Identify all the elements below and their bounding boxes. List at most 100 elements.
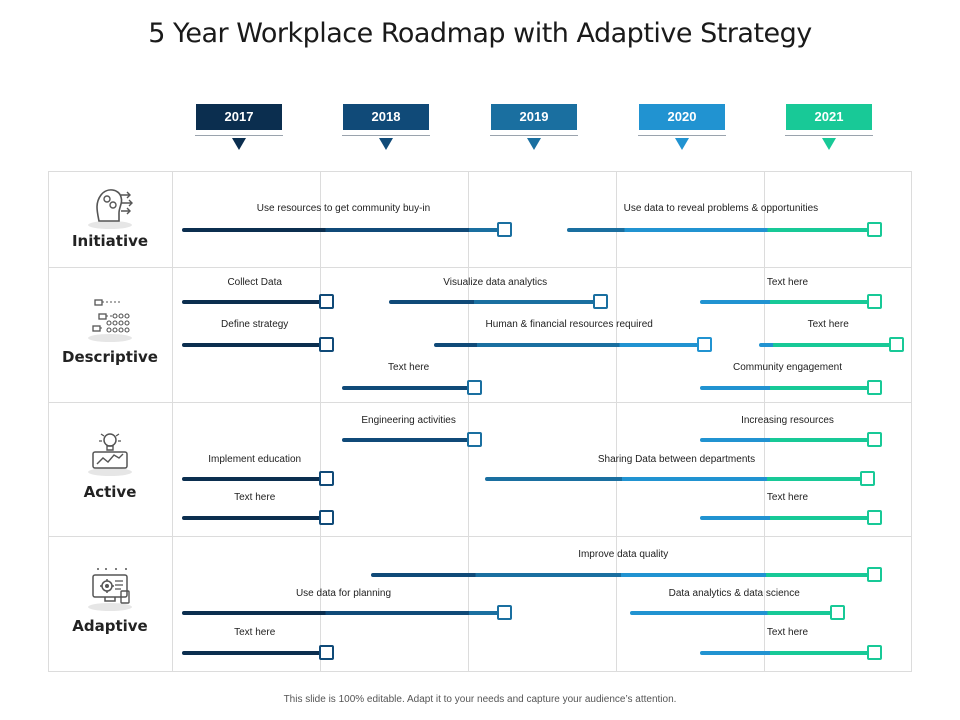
task-label: Text here (807, 319, 849, 330)
task-label: Human & financial resources required (485, 319, 653, 330)
task-bar (182, 651, 328, 655)
task-label: Collect Data (227, 277, 282, 288)
task-bar (371, 573, 875, 577)
task-label: Text here (766, 277, 809, 288)
task-label: Community engagement (733, 362, 842, 373)
monitor-gear-icon (85, 565, 135, 616)
task-bar (182, 300, 328, 304)
year-rule (195, 135, 283, 136)
task-label: Use resources to get community buy-in (256, 203, 431, 214)
task-end-marker (319, 645, 335, 660)
task-label: Text here (234, 492, 276, 503)
task-label: Implement education (208, 454, 302, 465)
task-label: Visualize data analytics (443, 277, 548, 288)
task-bar (759, 343, 898, 347)
page-title: 5 Year Workplace Roadmap with Adaptive S… (148, 18, 812, 49)
task-end-marker (497, 222, 512, 237)
task-end-marker (867, 294, 882, 309)
row-label-adaptive: Adaptive (72, 617, 148, 635)
task-label: Text here (766, 492, 809, 503)
task-end-marker (319, 337, 335, 352)
year-box-2017: 2017 (196, 104, 282, 130)
row-label-active: Active (83, 483, 137, 501)
year-box-2021: 2021 (786, 104, 872, 130)
task-label: Text here (388, 362, 430, 373)
grid-column-line (172, 171, 173, 671)
task-bar (566, 228, 875, 232)
grid-row-line (48, 267, 912, 268)
grid-column-line (764, 171, 765, 671)
footer-note: This slide is 100% editable. Adapt it to… (283, 694, 677, 705)
year-box-2020: 2020 (639, 104, 725, 130)
grid-row-line (48, 171, 912, 172)
task-end-marker (467, 380, 483, 395)
grid-column-line (616, 171, 617, 671)
year-rule (490, 135, 578, 136)
roadmap-grid (48, 171, 912, 672)
task-end-marker (867, 432, 882, 447)
grid-row-line (48, 402, 912, 403)
task-bar (485, 477, 868, 481)
task-bar (630, 611, 838, 615)
task-bar (433, 343, 705, 347)
year-pointer-icon (675, 138, 689, 150)
task-label: Use data for planning (295, 588, 392, 599)
flowchart-icon (85, 296, 135, 347)
task-bar (182, 477, 328, 481)
task-bar (182, 611, 505, 615)
year-pointer-icon (379, 138, 393, 150)
grid-column-line (48, 171, 49, 671)
task-bar (700, 438, 875, 442)
task-bar (182, 516, 328, 520)
year-rule (342, 135, 430, 136)
task-end-marker (319, 471, 335, 486)
task-label: Data analytics & data science (668, 588, 800, 599)
task-end-marker (867, 380, 882, 395)
brain-person-icon (85, 183, 135, 234)
task-end-marker (867, 222, 882, 237)
task-label: Define strategy (221, 319, 289, 330)
task-end-marker (859, 471, 875, 486)
task-end-marker (830, 605, 845, 620)
grid-row-line (48, 671, 912, 672)
grid-column-line (468, 171, 469, 671)
task-bar (182, 228, 505, 232)
task-bar (341, 438, 476, 442)
task-end-marker (889, 337, 905, 352)
task-end-marker (593, 294, 609, 309)
task-end-marker (867, 567, 882, 582)
task-label: Text here (234, 627, 276, 638)
task-label: Engineering activities (361, 415, 456, 426)
task-end-marker (867, 645, 882, 660)
grid-column-line (320, 171, 321, 671)
task-bar (700, 516, 875, 520)
task-bar (182, 343, 328, 347)
task-end-marker (319, 510, 335, 525)
year-pointer-icon (822, 138, 836, 150)
task-bar (341, 386, 476, 390)
year-rule (638, 135, 726, 136)
task-label: Text here (766, 627, 809, 638)
grid-column-line (911, 171, 912, 671)
task-label: Increasing resources (741, 415, 834, 426)
year-pointer-icon (232, 138, 246, 150)
year-rule (785, 135, 873, 136)
year-pointer-icon (527, 138, 541, 150)
task-bar (700, 386, 875, 390)
task-end-marker (319, 294, 335, 309)
task-bar (700, 651, 875, 655)
task-end-marker (867, 510, 882, 525)
row-label-descriptive: Descriptive (62, 348, 158, 366)
task-end-marker (467, 432, 483, 447)
grid-row-line (48, 536, 912, 537)
year-box-2018: 2018 (343, 104, 429, 130)
task-end-marker (696, 337, 712, 352)
lightbulb-icon (85, 430, 135, 481)
task-bar (389, 300, 602, 304)
task-label: Use data to reveal problems & opportunit… (623, 203, 819, 214)
task-label: Sharing Data between departments (597, 454, 756, 465)
task-label: Improve data quality (578, 549, 669, 560)
row-label-initiative: Initiative (71, 232, 149, 250)
task-end-marker (497, 605, 512, 620)
